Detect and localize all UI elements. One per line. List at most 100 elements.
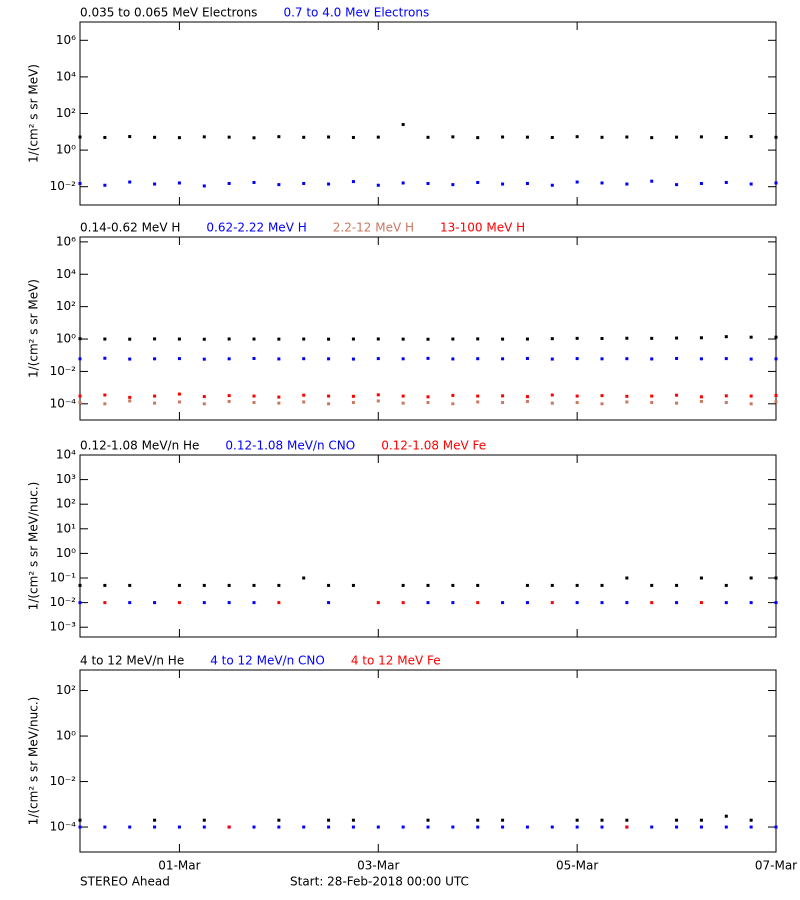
- data-point: [302, 337, 306, 341]
- data-point: [699, 357, 703, 361]
- data-point: [426, 181, 430, 185]
- data-point: [103, 356, 107, 360]
- data-point: [202, 583, 206, 587]
- data-point: [302, 825, 306, 829]
- data-point: [78, 825, 82, 829]
- y-tick-label: 10⁻¹: [50, 571, 77, 585]
- data-point: [376, 393, 380, 397]
- data-point: [476, 400, 480, 404]
- data-point: [177, 181, 181, 185]
- data-point: [327, 394, 331, 398]
- data-point: [426, 356, 430, 360]
- data-point: [177, 136, 181, 140]
- data-point: [451, 825, 455, 829]
- data-point: [625, 336, 629, 340]
- data-point: [227, 601, 231, 605]
- data-point: [103, 135, 107, 139]
- data-point: [675, 336, 679, 340]
- data-point: [78, 135, 82, 139]
- data-point: [153, 401, 157, 405]
- data-point: [550, 825, 554, 829]
- data-point: [749, 818, 753, 822]
- y-tick-label: 10²: [56, 683, 76, 697]
- data-point: [600, 394, 604, 398]
- data-point: [351, 401, 355, 405]
- data-point: [774, 135, 778, 139]
- legend-entry: 4 to 12 MeV/n CNO: [210, 654, 325, 668]
- data-point: [227, 181, 231, 185]
- data-point: [177, 583, 181, 587]
- y-tick-label: 10⁻²: [50, 364, 77, 378]
- data-point: [426, 825, 430, 829]
- data-point: [699, 576, 703, 580]
- data-point: [128, 357, 132, 361]
- y-tick-label: 10⁻²: [50, 774, 77, 788]
- data-point: [277, 135, 281, 139]
- plot-frame: [79, 21, 777, 206]
- data-point: [302, 393, 306, 397]
- data-point: [650, 336, 654, 340]
- data-point: [351, 357, 355, 361]
- data-point: [128, 135, 132, 139]
- data-point: [177, 392, 181, 396]
- data-point: [749, 394, 753, 398]
- data-point: [277, 337, 281, 341]
- data-point: [103, 337, 107, 341]
- y-tick-label: 10⁴: [56, 69, 76, 83]
- data-point: [501, 394, 505, 398]
- data-point: [327, 182, 331, 186]
- data-point: [550, 337, 554, 341]
- data-point: [525, 337, 529, 341]
- data-point: [302, 357, 306, 361]
- data-point: [625, 394, 629, 398]
- data-point: [749, 825, 753, 829]
- data-point: [575, 601, 579, 605]
- data-point: [78, 337, 82, 341]
- data-point: [625, 182, 629, 186]
- data-point: [650, 394, 654, 398]
- data-point: [177, 337, 181, 341]
- data-point: [550, 135, 554, 139]
- data-point: [78, 401, 82, 405]
- data-point: [351, 818, 355, 822]
- data-point: [252, 356, 256, 360]
- data-point: [277, 183, 281, 187]
- data-point: [749, 601, 753, 605]
- y-tick-label: 10⁶: [56, 234, 76, 248]
- data-point: [476, 136, 480, 140]
- data-point: [451, 337, 455, 341]
- data-point: [103, 402, 107, 406]
- data-point: [501, 601, 505, 605]
- data-point: [78, 818, 82, 822]
- data-point: [724, 394, 728, 398]
- data-point: [724, 583, 728, 587]
- plot-frame: [79, 236, 777, 421]
- data-point: [575, 336, 579, 340]
- data-point: [699, 135, 703, 139]
- data-point: [501, 182, 505, 186]
- data-point: [252, 601, 256, 605]
- legend-entry: 4 to 12 MeV/n He: [80, 654, 184, 668]
- data-point: [302, 135, 306, 139]
- data-point: [675, 401, 679, 405]
- data-point: [252, 583, 256, 587]
- data-point: [302, 181, 306, 185]
- data-point: [650, 583, 654, 587]
- data-point: [451, 393, 455, 397]
- data-point: [103, 601, 107, 605]
- data-point: [724, 814, 728, 818]
- data-point: [376, 399, 380, 403]
- data-point: [128, 395, 132, 399]
- y-axis-label: 1/(cm² s sr MeV): [27, 279, 41, 378]
- legend-entry: 0.14-0.62 MeV H: [80, 221, 180, 235]
- y-tick-label: 10⁻²: [50, 179, 77, 193]
- data-point: [401, 394, 405, 398]
- data-point: [351, 825, 355, 829]
- legend-entry: 0.7 to 4.0 Mev Electrons: [283, 6, 429, 20]
- data-point: [600, 357, 604, 361]
- data-point: [675, 818, 679, 822]
- data-point: [550, 601, 554, 605]
- data-point: [575, 401, 579, 405]
- y-tick-label: 10⁰: [56, 729, 76, 743]
